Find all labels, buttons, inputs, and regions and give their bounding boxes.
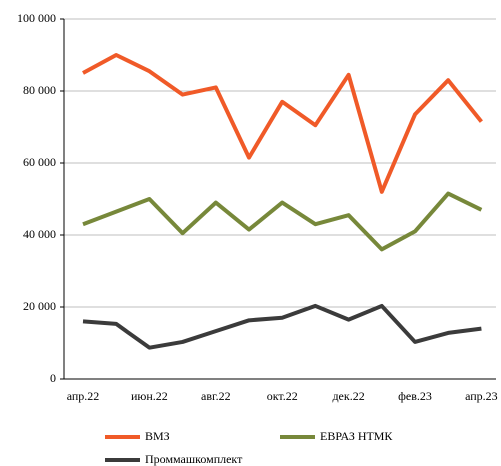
x-tick-label: дек.22 [332,389,364,403]
x-tick-label: авг.22 [201,389,231,403]
series-line [82,191,483,252]
y-tick-label: 0 [50,371,56,385]
legend-label: ЕВРАЗ НТМК [320,429,393,443]
legend-label: ВМЗ [145,429,170,443]
series-line [82,53,483,194]
x-tick-label: фев.23 [398,389,432,403]
y-tick-label: 100 000 [17,11,56,25]
x-tick-label: апр.23 [465,389,498,403]
x-tick-label: окт.22 [267,389,298,403]
y-tick-label: 60 000 [23,155,56,169]
y-tick-label: 80 000 [23,83,56,97]
legend-label: Проммашкомплект [145,452,243,466]
y-tick-label: 40 000 [23,227,56,241]
x-tick-label: июн.22 [131,389,168,403]
series-line [82,303,482,350]
x-tick-label: апр.22 [67,389,100,403]
y-tick-label: 20 000 [23,299,56,313]
